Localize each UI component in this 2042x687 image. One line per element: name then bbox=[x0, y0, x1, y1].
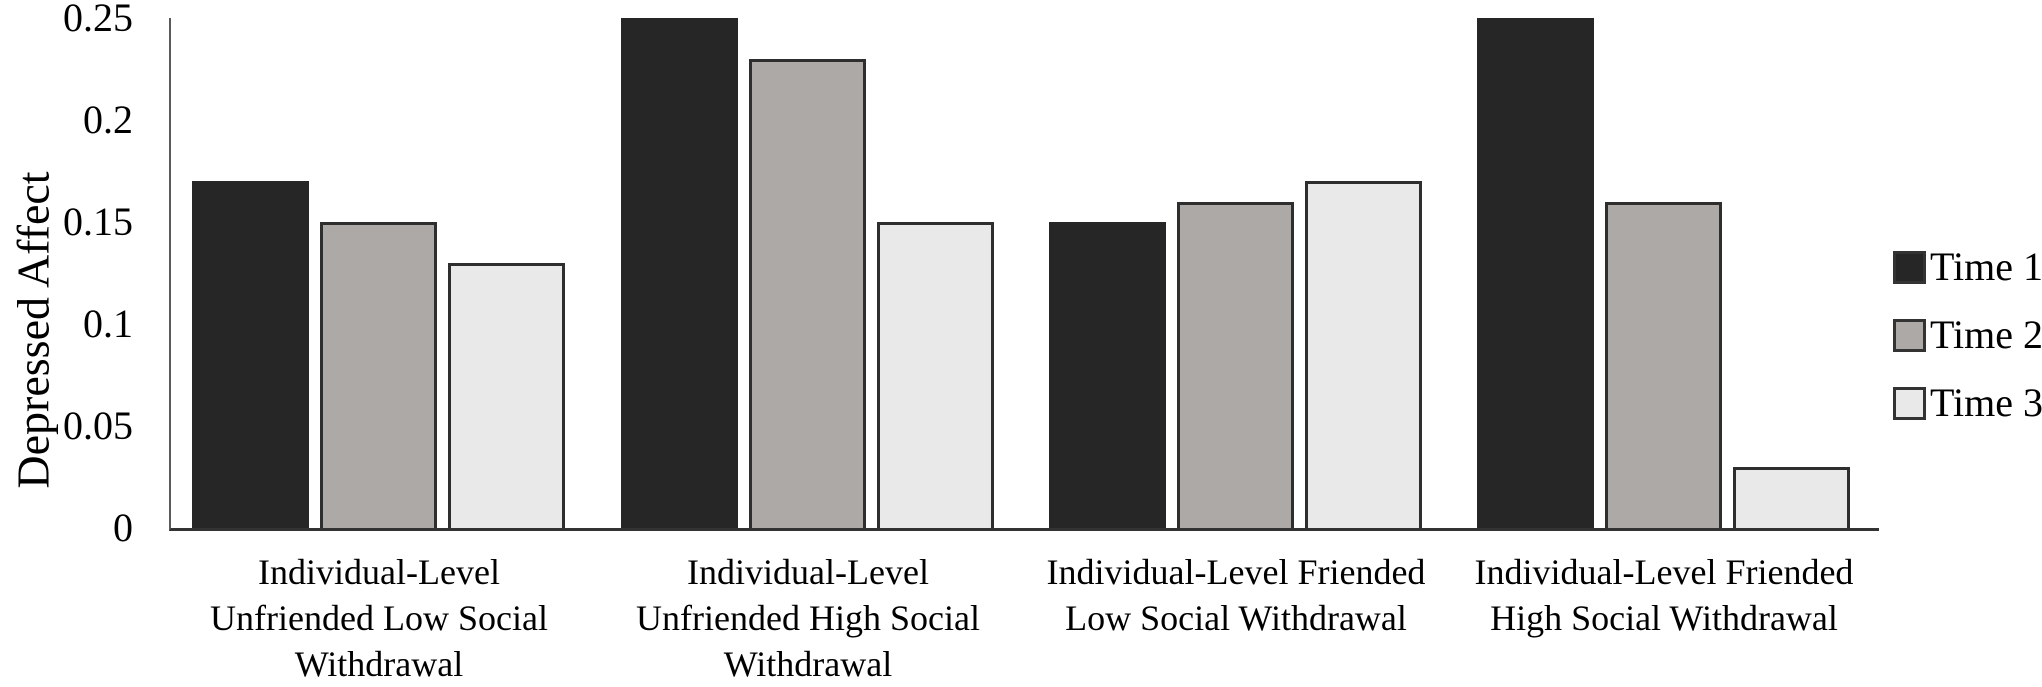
legend-label: Time 2 bbox=[1930, 312, 2042, 357]
bar-time-3-group-2 bbox=[877, 222, 994, 528]
legend-label: Time 3 bbox=[1930, 380, 2042, 425]
bar-time-2-group-3 bbox=[1177, 202, 1294, 528]
x-category-label-line: Withdrawal bbox=[723, 644, 893, 684]
x-category-label-line: Individual-Level bbox=[258, 552, 500, 592]
x-category-label-4: Individual-Level Friended High Social Wit… bbox=[1454, 549, 1874, 641]
legend-swatch-icon bbox=[1893, 250, 1926, 284]
legend-item-time-1: Time 1 bbox=[1893, 244, 2042, 290]
x-category-label-2: Individual-Level Unfriended High Social Wi… bbox=[598, 549, 1018, 687]
legend-label: Time 1 bbox=[1930, 244, 2042, 289]
legend-item-time-3: Time 3 bbox=[1893, 380, 2042, 426]
bar-time-3-group-4 bbox=[1733, 467, 1850, 528]
y-tick-label-0: 0 bbox=[113, 505, 133, 550]
x-category-label-line: Low Social Withdrawal bbox=[1065, 598, 1407, 638]
legend-swatch-icon bbox=[1893, 386, 1926, 420]
x-category-label-line: Individual-Level Friended bbox=[1046, 552, 1426, 592]
bar-time-1-group-4 bbox=[1477, 18, 1594, 528]
bar-time-2-group-2 bbox=[749, 59, 866, 528]
x-category-label-line: Individual-Level bbox=[687, 552, 929, 592]
bar-time-2-group-4 bbox=[1605, 202, 1722, 528]
bar-time-1-group-1 bbox=[192, 181, 309, 528]
bar-group-2 bbox=[621, 18, 994, 528]
bar-time-1-group-3 bbox=[1049, 222, 1166, 528]
y-tick-label-0.2: 0.2 bbox=[83, 97, 133, 142]
x-category-label-line: Withdrawal bbox=[294, 644, 464, 684]
x-category-label-line: Unfriended High Social bbox=[636, 598, 980, 638]
x-category-label-1: Individual-Level Unfriended Low Social Wit… bbox=[169, 549, 589, 687]
bar-group-1 bbox=[192, 181, 565, 528]
bar-time-1-group-2 bbox=[621, 18, 738, 528]
bar-time-2-group-1 bbox=[320, 222, 437, 528]
legend-item-time-2: Time 2 bbox=[1893, 312, 2042, 358]
plot-area bbox=[169, 18, 1879, 531]
legend: Time 1 Time 2 Time 3 bbox=[1893, 244, 2042, 426]
y-tick-label-0.25: 0.25 bbox=[63, 0, 133, 40]
x-category-label-3: Individual-Level Friended Low Social With… bbox=[1026, 549, 1446, 641]
x-category-label-line: Unfriended Low Social bbox=[210, 598, 548, 638]
x-category-label-line: High Social Withdrawal bbox=[1490, 598, 1838, 638]
y-tick-label-0.15: 0.15 bbox=[63, 199, 133, 244]
bar-time-3-group-1 bbox=[448, 263, 565, 528]
legend-swatch-icon bbox=[1893, 318, 1926, 352]
x-category-label-line: Individual-Level Friended bbox=[1474, 552, 1854, 592]
bar-group-3 bbox=[1049, 181, 1422, 528]
y-tick-label-0.05: 0.05 bbox=[63, 403, 133, 448]
bar-group-4 bbox=[1477, 18, 1850, 528]
bar-time-3-group-3 bbox=[1305, 181, 1422, 528]
y-tick-label-0.1: 0.1 bbox=[83, 301, 133, 346]
